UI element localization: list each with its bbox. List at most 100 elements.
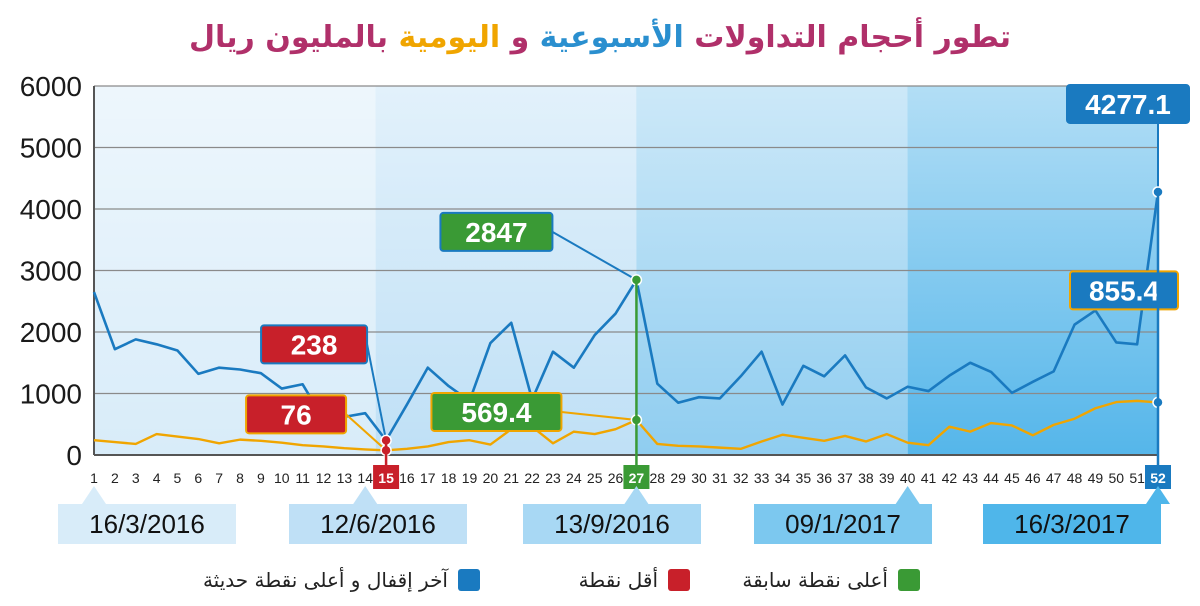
y-tick-label: 0: [66, 440, 82, 471]
series-line-2: [93, 399, 1159, 452]
x-tick-label: 30: [691, 470, 707, 486]
callout-value: 2847: [465, 217, 527, 248]
x-tick-label: 37: [837, 470, 853, 486]
x-tick-label: 15: [378, 470, 394, 486]
y-tick-label: 6000: [20, 71, 82, 102]
callout-value: 569.4: [461, 397, 531, 428]
callout-box: [439, 211, 554, 252]
x-tick-label: 26: [608, 470, 624, 486]
x-tick-label: 8: [236, 470, 244, 486]
x-tick-label: 51: [1129, 470, 1145, 486]
date-label: 09/1/2017: [785, 509, 901, 539]
x-tick-label: 11: [295, 470, 310, 486]
title-part-3: و: [500, 20, 540, 55]
legend-swatch-blue: [458, 569, 480, 591]
callout-box: [260, 324, 369, 365]
date-label: 16/3/2016: [89, 509, 205, 539]
x-tick-label: 6: [194, 470, 202, 486]
legend-label-red: أقل نقطة: [578, 568, 658, 592]
x-tick-label: 18: [441, 470, 457, 486]
x-tick-label: 21: [503, 470, 519, 486]
x-tick-highlight: [373, 465, 400, 489]
x-tick-label: 4: [153, 470, 161, 486]
y-tick-label: 3000: [20, 256, 82, 287]
date-pointer: [624, 486, 649, 504]
callout-connector: [345, 413, 387, 452]
x-tick-label: 48: [1067, 470, 1083, 486]
x-tick-label: 12: [316, 470, 332, 486]
x-tick-label: 47: [1046, 470, 1062, 486]
date-pointer: [82, 486, 106, 504]
x-tick-label: 9: [257, 470, 265, 486]
x-tick-label: 2: [111, 470, 119, 486]
x-tick-label: 14: [357, 470, 373, 486]
x-tick-label: 23: [545, 470, 561, 486]
x-tick-label: 41: [921, 470, 937, 486]
legend-label-blue: آخر إقفال و أعلى نقطة حديثة: [202, 568, 448, 592]
callout-connector: [366, 344, 388, 441]
date-pointer: [1146, 486, 1170, 504]
date-pointer: [895, 486, 920, 504]
chart-title: تطور أحجام التداولات الأسبوعية و اليومية…: [0, 20, 1200, 55]
date-box: [983, 504, 1161, 544]
x-tick-label: 35: [796, 470, 812, 486]
legend-swatch-red: [668, 569, 690, 591]
title-part-1: تطور أحجام التداولات: [683, 20, 1012, 55]
title-part-2: الأسبوعية: [539, 20, 684, 55]
callout-value: 238: [291, 329, 338, 360]
date-label: 13/9/2016: [554, 509, 670, 539]
callout-box: [1066, 83, 1190, 124]
date-box: [289, 504, 467, 544]
x-tick-label: 43: [962, 470, 978, 486]
y-tick-label: 4000: [20, 194, 82, 225]
x-tick-label: 19: [462, 470, 478, 486]
x-tick-label: 49: [1088, 470, 1104, 486]
date-box: [523, 504, 701, 544]
callout-value: 4277.1: [1085, 89, 1171, 120]
x-tick-label: 24: [566, 470, 582, 486]
callout-value: 76: [281, 399, 312, 430]
date-box: [754, 504, 932, 544]
x-tick-label: 40: [900, 470, 916, 486]
legend-red: أقل نقطة: [550, 562, 690, 598]
x-tick-label: 17: [420, 470, 436, 486]
x-tick-label: 50: [1108, 470, 1124, 486]
x-tick-label: 7: [215, 470, 223, 486]
x-tick-highlight: [623, 465, 650, 489]
x-tick-label: 28: [650, 470, 666, 486]
x-tick-label: 45: [1004, 470, 1020, 486]
callout-box: [430, 391, 563, 432]
y-tick-label: 5000: [20, 133, 82, 164]
legend-label-green: أعلى نقطة سابقة: [742, 568, 888, 592]
x-tick-label: 3: [132, 470, 140, 486]
x-tick-label: 10: [274, 470, 290, 486]
date-box: [58, 504, 236, 544]
x-tick-label: 32: [733, 470, 749, 486]
y-tick-label: 1000: [20, 379, 82, 410]
x-tick-label: 22: [524, 470, 540, 486]
x-tick-label: 36: [816, 470, 832, 486]
legend-green: أعلى نقطة سابقة: [720, 562, 920, 598]
x-tick-label: 16: [399, 470, 415, 486]
title-part-5: بالمليون ريال: [188, 20, 399, 55]
legend-swatch-green: [898, 569, 920, 591]
date-pointer: [353, 486, 378, 504]
title-part-4: اليومية: [398, 20, 501, 55]
series-line-1: [92, 191, 1160, 442]
x-tick-label: 52: [1150, 470, 1166, 486]
x-tick-label: 34: [775, 470, 791, 486]
callout-box: [1069, 270, 1179, 311]
callout-box: [245, 394, 348, 435]
callout-connector: [551, 231, 637, 281]
x-tick-label: 29: [670, 470, 686, 486]
x-tick-label: 38: [858, 470, 874, 486]
x-tick-highlight: [1145, 465, 1171, 489]
x-tick-label: 5: [174, 470, 182, 486]
legend-blue: آخر إقفال و أعلى نقطة حديثة: [130, 562, 480, 598]
x-tick-label: 1: [90, 470, 98, 486]
x-tick-label: 13: [337, 470, 353, 486]
date-label: 16/3/2017: [1014, 509, 1130, 539]
x-tick-label: 33: [754, 470, 770, 486]
x-tick-label: 44: [983, 470, 999, 486]
